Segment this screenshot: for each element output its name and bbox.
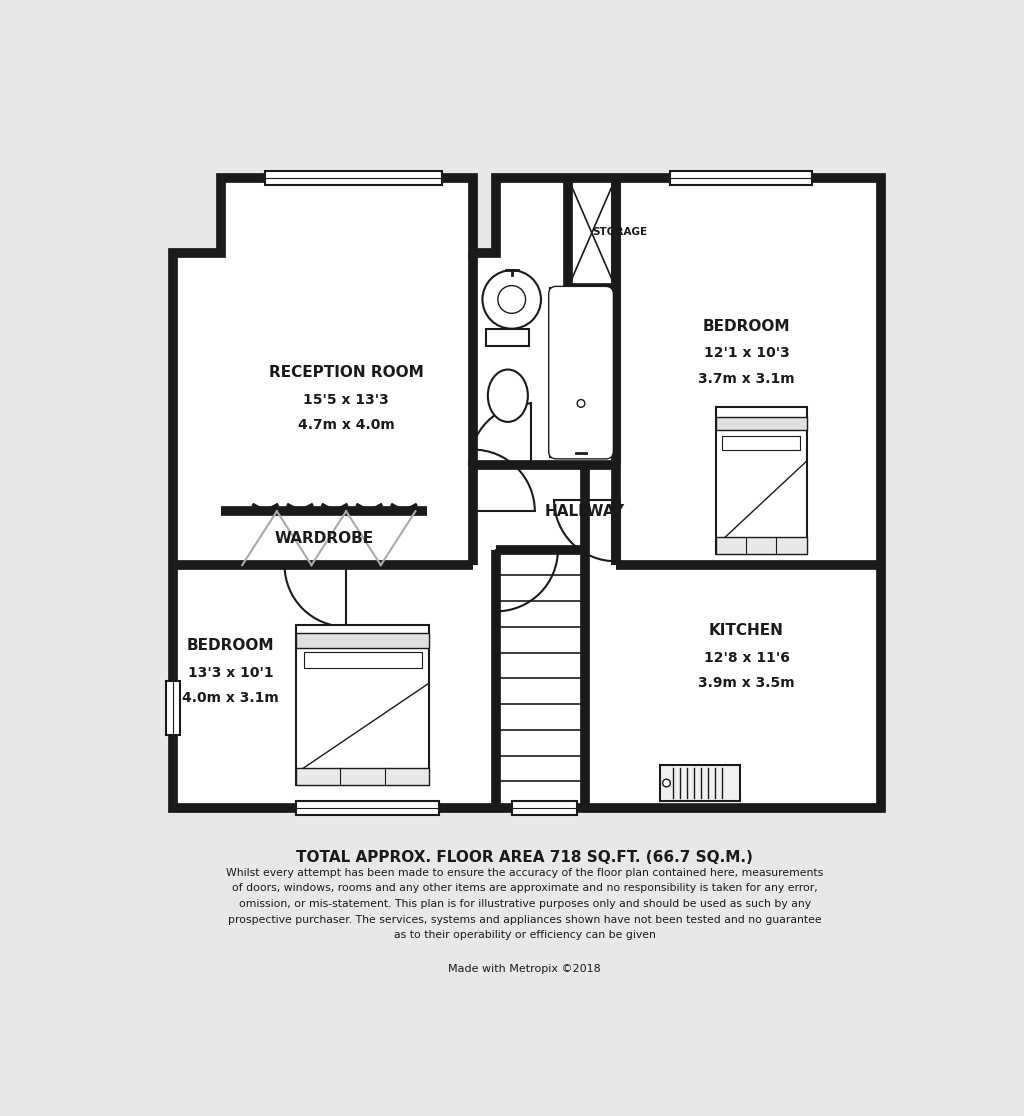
Text: BEDROOM: BEDROOM <box>187 638 274 654</box>
Text: 12'8 x 11'6: 12'8 x 11'6 <box>703 651 790 664</box>
Text: Made with Metropix ©2018: Made with Metropix ©2018 <box>449 964 601 974</box>
Text: 3.9m x 3.5m: 3.9m x 3.5m <box>698 676 795 690</box>
Bar <box>716 407 807 554</box>
Bar <box>296 633 429 648</box>
Text: Whilst every attempt has been made to ensure the accuracy of the floor plan cont: Whilst every attempt has been made to en… <box>226 868 823 940</box>
Bar <box>716 537 807 554</box>
Bar <box>512 801 578 815</box>
Bar <box>486 329 529 346</box>
Text: 4.0m x 3.1m: 4.0m x 3.1m <box>182 691 279 705</box>
Text: WARDROBE: WARDROBE <box>275 531 374 546</box>
Circle shape <box>663 779 671 787</box>
Bar <box>296 768 429 785</box>
Bar <box>722 435 801 450</box>
Text: KITCHEN: KITCHEN <box>710 623 784 638</box>
Bar <box>296 625 429 785</box>
Circle shape <box>498 286 525 314</box>
Ellipse shape <box>487 369 528 422</box>
Bar <box>296 801 438 815</box>
Text: 13'3 x 10'1: 13'3 x 10'1 <box>187 666 273 680</box>
Text: 3.7m x 3.1m: 3.7m x 3.1m <box>698 372 795 386</box>
Polygon shape <box>173 177 882 808</box>
Bar <box>716 416 807 431</box>
Circle shape <box>578 400 585 407</box>
Bar <box>550 288 611 458</box>
Text: TOTAL APPROX. FLOOR AREA 718 SQ.FT. (66.7 SQ.M.): TOTAL APPROX. FLOOR AREA 718 SQ.FT. (66.… <box>296 850 754 865</box>
Text: 4.7m x 4.0m: 4.7m x 4.0m <box>298 418 394 432</box>
Text: BEDROOM: BEDROOM <box>702 319 791 334</box>
Text: STORAGE: STORAGE <box>593 228 648 238</box>
Text: 15'5 x 13'3: 15'5 x 13'3 <box>303 393 389 406</box>
Text: RECEPTION ROOM: RECEPTION ROOM <box>268 365 424 381</box>
Text: HALLWAY: HALLWAY <box>545 503 625 519</box>
Bar <box>265 171 442 185</box>
Circle shape <box>482 270 541 329</box>
Bar <box>659 766 740 801</box>
FancyBboxPatch shape <box>549 287 613 459</box>
Bar <box>304 652 422 667</box>
Bar <box>166 681 180 734</box>
Text: 12'1 x 10'3: 12'1 x 10'3 <box>703 346 790 360</box>
Bar <box>670 171 812 185</box>
